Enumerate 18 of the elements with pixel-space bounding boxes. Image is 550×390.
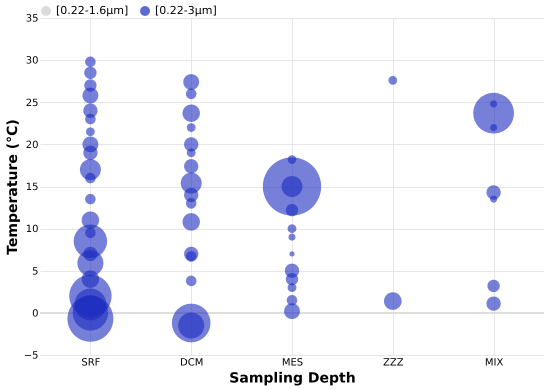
- y-tick-label: 30: [26, 56, 38, 67]
- y-tick-label: 20: [26, 140, 38, 151]
- y-tick-label: 35: [26, 14, 38, 24]
- x-tick-label: MIX: [484, 358, 504, 368]
- y-tick-label: 25: [26, 98, 38, 109]
- x-tick-label: DCM: [180, 358, 204, 368]
- x-tick-label: ZZZ: [383, 358, 404, 368]
- y-tick-label: 0: [32, 308, 38, 320]
- y-axis-title: Temperature (°C): [4, 119, 21, 255]
- y-tick-label: 5: [32, 266, 38, 278]
- legend-label: [0.22-1.6μm]: [56, 4, 128, 17]
- x-tick-label: SRF: [81, 358, 101, 368]
- y-tick-label: −5: [24, 350, 38, 362]
- x-axis-title: Sampling Depth: [229, 370, 356, 386]
- legend-label: [0.22-3μm]: [155, 4, 217, 17]
- x-tick-label: MES: [282, 358, 304, 368]
- y-tick-label: 10: [26, 224, 38, 236]
- y-tick-label: 15: [26, 182, 38, 193]
